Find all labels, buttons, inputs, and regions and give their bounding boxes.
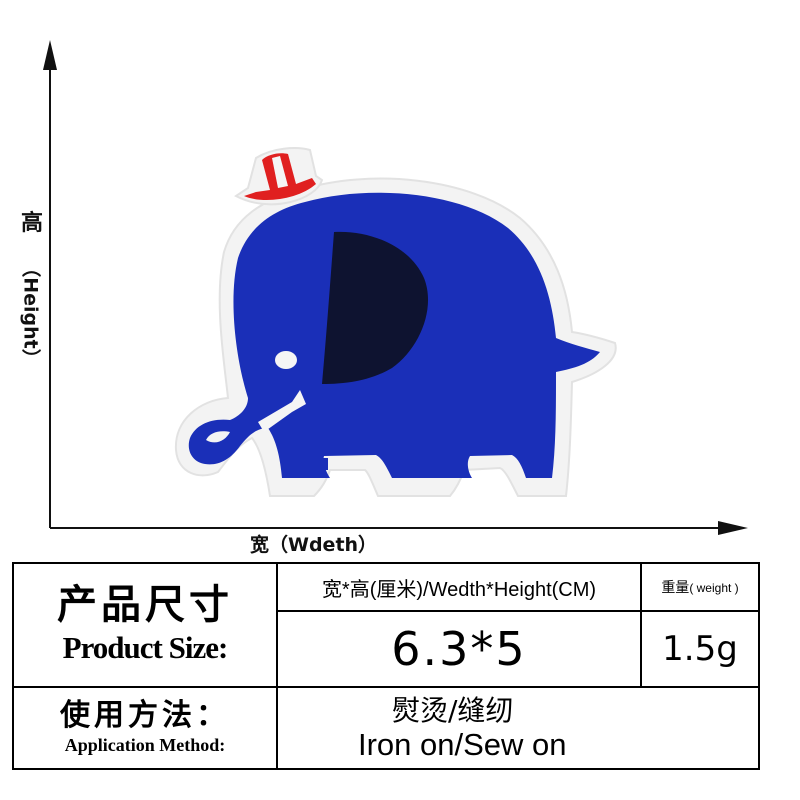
method-label-zh: 使用方法： (60, 698, 230, 733)
width-axis-arrow-icon (718, 521, 748, 535)
dimension-header: 宽*高(厘米)/Wedth*Height(CM) (321, 578, 597, 601)
weight-header-zh: 重量 (661, 579, 690, 595)
elephant-leg (320, 458, 328, 470)
top-hat-icon (234, 147, 324, 206)
dimension-value-cell: 6.3*5 (276, 610, 642, 688)
weight-header-en: ( weight ) (689, 581, 739, 595)
measurement-diagram (43, 40, 748, 535)
spec-table: 产品尺寸 Product Size: 宽*高(厘米)/Wedth*Height(… (12, 562, 760, 770)
weight-header: 重量( weight ) (661, 579, 738, 595)
height-label-zh: 高 (20, 211, 43, 236)
dimension-header-cell: 宽*高(厘米)/Wedth*Height(CM) (276, 562, 642, 612)
weight-header-cell: 重量( weight ) (640, 562, 760, 612)
dimension-value: 6.3*5 (391, 622, 527, 676)
product-size-label-en: Product Size: (62, 630, 229, 665)
height-axis-label: 高 （Height） (14, 205, 50, 375)
product-size-label-cell: 产品尺寸 Product Size: (12, 562, 278, 688)
weight-value: 1.5g (662, 629, 738, 669)
method-value-en: Iron on/Sew on (358, 727, 567, 762)
height-label-en: （Height） (19, 258, 42, 368)
elephant-eye (275, 351, 297, 369)
product-size-label-zh: 产品尺寸 (57, 581, 233, 628)
method-value-zh: 熨烫/缝纫 (392, 694, 514, 727)
width-axis-label: 宽（Wdeth） (250, 534, 378, 556)
elephant-tusk (258, 390, 306, 432)
elephant-ear (322, 231, 429, 384)
product-illustration: 高 （Height） 宽（Wdeth） (14, 40, 748, 556)
method-label-en: Application Method: (64, 735, 226, 755)
method-label-cell: 使用方法： Application Method: (12, 686, 278, 770)
height-axis-arrow-icon (43, 40, 57, 70)
method-value-cell: 熨烫/缝纫 Iron on/Sew on (276, 686, 760, 770)
elephant-trunk-gap (206, 431, 230, 443)
elephant-patch-icon (174, 147, 617, 497)
weight-value-cell: 1.5g (640, 610, 760, 688)
